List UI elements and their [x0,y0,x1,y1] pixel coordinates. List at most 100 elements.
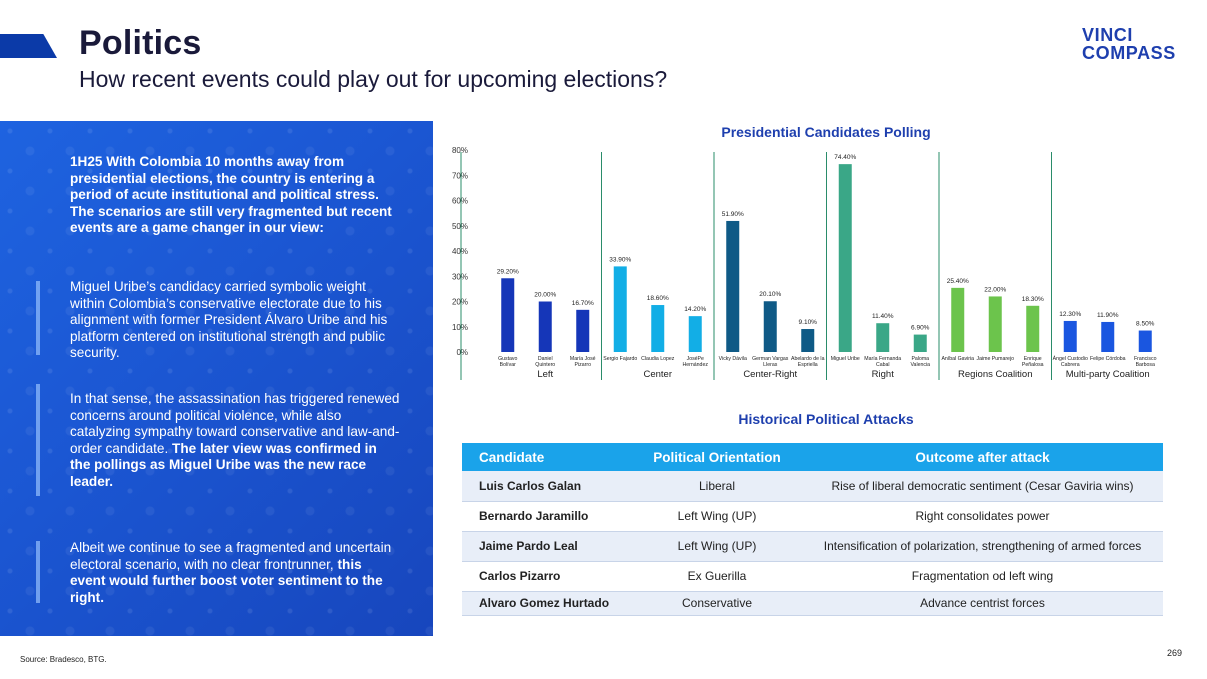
cell-orientation: Conservative [632,591,802,616]
cell-candidate: Alvaro Gomez Hurtado [462,591,632,616]
cell-candidate: Bernardo Jaramillo [462,501,632,532]
bar [763,301,777,352]
title-accent-shape [0,34,57,58]
y-tick-label: 10% [452,323,468,332]
bar-value-label: 20.10% [759,291,781,298]
chart-title: Presidential Candidates Polling [721,124,931,140]
bar [838,164,852,352]
bar [951,287,965,352]
category-label: Lleras [763,362,778,368]
bar [1026,305,1040,352]
category-label: Miguel Uribe [831,356,860,362]
category-label: Abelardo de la [791,356,825,362]
y-tick-label: 0% [456,348,468,357]
panel-accent-bar-2 [36,384,40,496]
group-label: Right [872,369,895,380]
logo-line-1: VINCI [1082,25,1134,45]
table-row: Carlos Pizarro Ex Guerilla Fragmentation… [462,561,1163,592]
panel-accent-bar-3 [36,541,40,603]
category-label: Quintero [535,362,555,368]
table-row: Alvaro Gomez Hurtado Conservative Advanc… [462,591,1163,616]
cell-outcome: Right consolidates power [802,501,1163,532]
panel-background-pattern [0,121,433,636]
source-note: Source: Bradesco, BTG. [20,655,107,664]
panel-conclusion-text: Albeit we continue to see a fragmented a… [70,540,400,606]
bar-value-label: 18.30% [1022,296,1044,303]
bar-value-label: 18.60% [647,295,669,302]
category-label: Peñalosa [1022,362,1044,368]
group-label: Center-Right [743,369,797,380]
bar [538,301,552,352]
panel-assassination-text: In that sense, the assassination has tri… [70,391,400,490]
category-label: Aníbal Gaviria [941,356,974,362]
group-label: Center [643,369,672,380]
bar-value-label: 8.50% [1136,321,1155,328]
panel-conclusion-bold: this event would further boost voter sen… [70,556,383,605]
bar-value-label: 14.20% [684,306,706,313]
category-label: Paloma [911,356,929,362]
bar [913,334,927,352]
bar [576,309,590,352]
bar-value-label: 12.30% [1059,311,1081,318]
category-label: Sergio Fajardo [603,356,637,362]
category-label: Valencia [910,362,930,368]
category-label: Felipe Córdoba [1090,356,1126,362]
category-label: Cabal [876,362,890,368]
y-tick-label: 30% [452,272,468,281]
bar [726,220,740,352]
page-title: Politics [79,24,202,62]
panel-intro-text: 1H25 With Colombia 10 months away from p… [70,154,392,235]
group-label: Left [537,369,553,380]
group-label: Multi-party Coalition [1066,369,1150,380]
bar [988,296,1002,352]
logo-line-2: COMPASS [1082,43,1176,63]
category-label: German Vargas [752,356,789,362]
category-label: Pizarro [575,362,592,368]
bar-value-label: 25.40% [947,278,969,285]
cell-outcome: Intensification of polarization, strengt… [802,531,1163,562]
bar-value-label: 74.40% [834,154,856,161]
cell-orientation: Liberal [632,471,802,502]
y-tick-label: 80% [452,146,468,155]
group-label: Regions Coalition [958,369,1032,380]
cell-outcome: Fragmentation od left wing [802,561,1163,592]
category-label: María José [570,356,596,362]
cell-orientation: Left Wing (UP) [632,501,802,532]
header-orientation: Political Orientation [632,443,802,471]
page-subtitle: How recent events could play out for upc… [79,66,668,92]
bar [1101,321,1115,352]
category-label: María Fernanda [864,356,901,362]
bar-value-label: 22.00% [984,286,1006,293]
polling-bar-chart: 0% 10% 20% 30% 40% 50% 60% 70% 80% Left Center Cent… [452,146,1157,380]
bar-value-label: 33.90% [609,256,631,263]
vinci-compass-logo: VINCI COMPASS [1082,26,1176,62]
panel-assassination-normal: In that sense, the assassination has tri… [70,391,400,456]
cell-outcome: Advance centrist forces [802,591,1163,616]
cell-candidate: Carlos Pizarro [462,561,632,592]
cell-candidate: Jaime Pardo Leal [462,531,632,562]
y-tick-label: 20% [452,298,468,307]
bar-value-label: 9.10% [799,319,818,326]
panel-assassination-bold: The later view was confirmed in the poll… [70,440,377,489]
panel-accent-bar-1 [36,281,40,355]
category-label: Cabrera [1061,362,1080,368]
commentary-panel: 1H25 With Colombia 10 months away from p… [0,121,433,636]
panel-conclusion-normal: Albeit we continue to see a fragmented a… [70,540,392,572]
cell-orientation: Ex Guerilla [632,561,802,592]
bar [876,323,890,352]
category-label: Francisco [1134,356,1157,362]
bar [501,278,515,352]
bar-value-label: 6.90% [911,325,930,332]
page-number: 269 [1167,648,1183,658]
category-label: Vicky Dávila [719,356,747,362]
category-label: Daniel [538,356,553,362]
table-row: Bernardo Jaramillo Left Wing (UP) Right … [462,501,1163,532]
bar [801,329,815,352]
cell-candidate: Luis Carlos Galan [462,471,632,502]
cell-outcome: Rise of liberal democratic sentiment (Ce… [802,471,1163,502]
bar-value-label: 16.70% [572,300,594,307]
table-row: Luis Carlos Galan Liberal Rise of libera… [462,471,1163,502]
y-tick-label: 70% [452,171,468,180]
header-outcome: Outcome after attack [802,443,1163,471]
category-label: JoséPe [687,356,704,362]
